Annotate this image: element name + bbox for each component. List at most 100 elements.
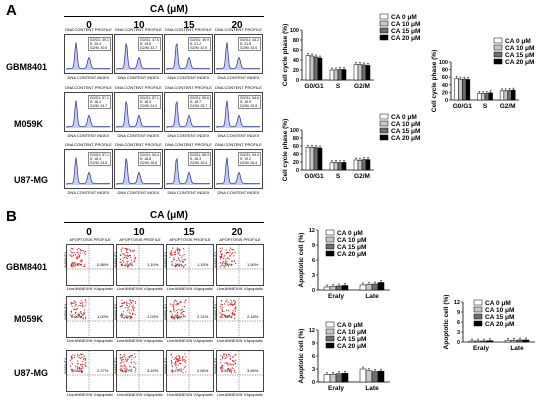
cell-event-dot	[119, 258, 122, 260]
cell-event-dot	[130, 309, 132, 311]
cell-event-dot	[129, 366, 131, 368]
cell-event-dot	[176, 247, 178, 249]
cell-event-dot	[120, 370, 122, 372]
cell-event-dot	[74, 301, 76, 303]
bar	[462, 78, 467, 101]
cell-event-dot	[176, 317, 178, 319]
cell-event-dot	[181, 357, 184, 359]
cell-event-dot	[174, 265, 176, 267]
phase-stats-box: G0/G1: 57.1 S: 18.9 G2/M: 24.0	[137, 95, 161, 109]
cell-event-dot	[179, 359, 181, 362]
legend-label: CA 15 μM	[337, 336, 366, 343]
cell-event-dot	[183, 261, 185, 263]
cell-event-dot	[123, 364, 125, 366]
dna-histogram-fill	[217, 42, 260, 70]
cell-event-dot	[128, 264, 130, 266]
y-tick-label: 60	[293, 48, 299, 54]
late-apoptosis-percent: 1.03%	[147, 314, 159, 319]
cell-event-dot	[235, 308, 237, 310]
cell-event-dot	[233, 308, 235, 310]
plot-title: APOPTOSIS PROFILE	[119, 237, 161, 242]
panel-a-row-label-u87mg: U87-MG	[14, 175, 49, 185]
cell-event-dot	[121, 359, 123, 361]
cell-event-dot	[178, 368, 180, 370]
bar	[480, 93, 486, 101]
apoptosis-profile-plot: 0.80% 3.49% VIABILITY Live ANNEXIN V Apoptoti…	[114, 350, 164, 397]
bar	[309, 55, 315, 81]
cell-event-dot	[227, 265, 229, 267]
cell-event-dot	[177, 313, 179, 315]
cell-event-dot	[172, 372, 174, 374]
plot-x-label: DNA CONTENT INDEX	[117, 75, 160, 80]
cell-event-dot	[183, 248, 185, 250]
cell-event-dot	[82, 301, 84, 304]
dot-plot	[117, 245, 163, 285]
cell-event-dot	[126, 309, 129, 311]
y-tick-label: 80	[293, 136, 299, 142]
cell-event-dot	[223, 355, 225, 357]
cell-event-dot	[131, 313, 133, 315]
cell-event-dot	[128, 299, 131, 301]
plot-x-label: DNA CONTENT INDEX	[117, 190, 160, 195]
cell-event-dot	[122, 358, 124, 360]
cell-event-dot	[74, 316, 76, 319]
y-tick-label: 9	[312, 243, 315, 249]
cell-event-dot	[128, 311, 130, 313]
early-apoptosis-percent: 0.55%	[221, 314, 233, 319]
y-tick-label: 60	[293, 144, 299, 150]
cell-event-dot	[184, 301, 186, 303]
early-apoptosis-percent: 0.45%	[221, 262, 233, 267]
cell-event-dot	[72, 371, 74, 373]
dna-content-profile-plot: DNA CONTENT PROFILE G0/G1: 44.2 S: 21.8 G2/…	[214, 27, 263, 80]
cell-event-dot	[70, 266, 72, 268]
cell-event-dot	[229, 370, 231, 373]
plot-title: DNA CONTENT PROFILE	[165, 85, 212, 90]
bar	[365, 370, 373, 383]
cell-event-dot	[124, 255, 127, 257]
legend-swatch	[473, 320, 483, 327]
cell-event-dot	[179, 248, 181, 250]
cell-event-dot	[79, 367, 81, 369]
cell-event-dot	[120, 261, 122, 263]
cell-event-dot	[232, 249, 235, 251]
bar	[337, 162, 343, 171]
phase-stat: G2/M: 25.7	[189, 104, 208, 108]
dna-content-profile-plot: DNA CONTENT PROFILE G0/G1: 45.9 S: 21.2 G2/…	[164, 27, 213, 80]
plot-title: DNA CONTENT PROFILE	[65, 85, 112, 90]
late-apoptosis-percent: 1.15%	[197, 262, 209, 267]
dna-histogram-fill	[67, 42, 110, 70]
cell-event-dot	[80, 353, 82, 355]
cell-event-dot	[70, 301, 72, 303]
phase-stats-box: G0/G1: 54.6 S: 19.9 G2/M: 25.5	[237, 95, 261, 109]
cell-event-dot	[71, 255, 73, 257]
y-tick-label: 3	[457, 330, 460, 336]
early-apoptosis-percent: 0.14%	[71, 262, 83, 267]
apoptosis-profile-plot: 0.79% 2.65% VIABILITY Live ANNEXIN V Apoptoti…	[164, 350, 214, 397]
cell-event-dot	[181, 256, 183, 258]
cell-event-dot	[234, 262, 237, 264]
y-tick-label: 0	[312, 380, 315, 386]
bar	[503, 90, 508, 101]
cell-event-dot	[125, 357, 127, 359]
legend-label: CA 10 μM	[391, 21, 420, 28]
cell-event-dot	[71, 251, 73, 253]
cell-event-dot	[173, 307, 175, 309]
cell-event-dot	[220, 362, 222, 364]
cell-event-dot	[234, 363, 236, 365]
cell-event-dot	[169, 252, 171, 254]
bar	[317, 147, 323, 171]
annexin-v-label: ANNEXIN V	[224, 392, 247, 397]
bar	[507, 90, 512, 101]
legend-swatch	[379, 20, 389, 27]
cell-event-dot	[228, 309, 230, 311]
cell-event-dot	[183, 315, 185, 317]
apoptosis-profile-plot: 0.09% 1.00% VIABILITY Live ANNEXIN V Apoptoti…	[64, 296, 114, 343]
y-axis-label: Apoptotic cell (%)	[443, 295, 450, 350]
cell-event-dot	[229, 249, 231, 251]
cell-event-dot	[177, 249, 179, 251]
cell-event-dot	[78, 247, 80, 250]
plot-x-label-row: Live ANNEXIN V Apoptotic	[167, 286, 213, 291]
cell-event-dot	[173, 370, 175, 372]
cell-event-dot	[231, 252, 234, 254]
cell-event-dot	[122, 253, 124, 255]
